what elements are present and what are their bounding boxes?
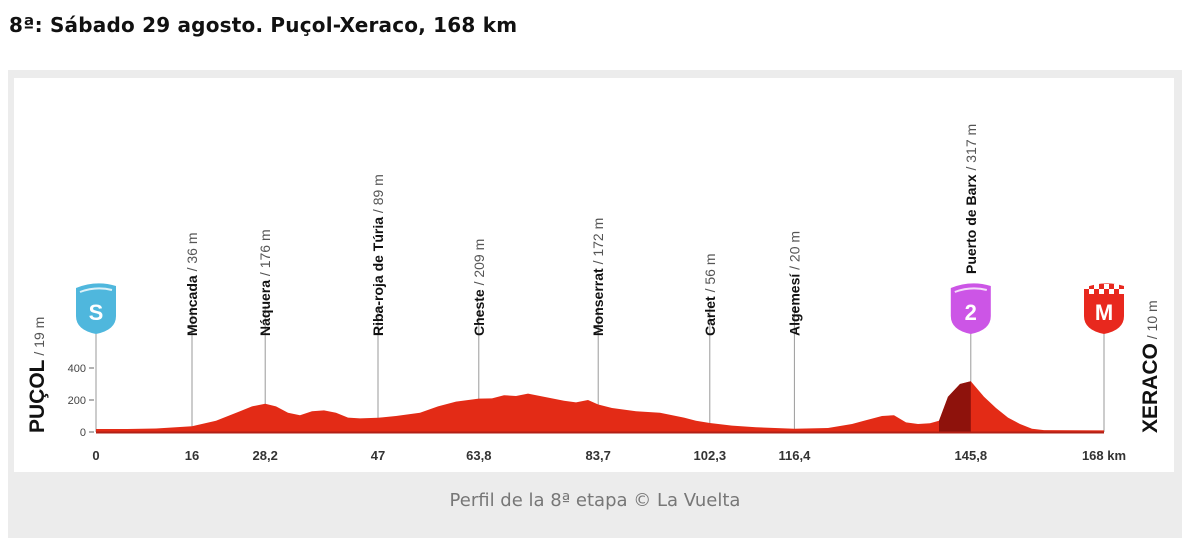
- climb-category-badge-stripe: [954, 287, 988, 293]
- checker-square: [1084, 284, 1089, 289]
- checker-square: [1094, 284, 1099, 289]
- climb-category-badge-letter: 2: [965, 300, 977, 325]
- y-tick-label: 0: [80, 427, 86, 439]
- x-tick-label: 0: [92, 448, 99, 463]
- y-tick-label: 200: [68, 395, 86, 407]
- x-tick-label: 28,2: [253, 448, 278, 463]
- waypoint-label: Moncada / 36 m: [184, 233, 200, 336]
- waypoint-label: Náquera / 176 m: [257, 229, 273, 336]
- climb-section-area: [939, 381, 971, 432]
- x-tick-label: 47: [371, 448, 385, 463]
- x-tick-label: 63,8: [466, 448, 491, 463]
- finish-badge: M: [1084, 283, 1124, 334]
- x-tick-label: 16: [185, 448, 199, 463]
- checker-square: [1114, 284, 1119, 289]
- page-title: 8ª: Sábado 29 agosto. Puçol-Xeraco, 168 …: [9, 13, 518, 37]
- waypoint-label: Algemesí / 20 m: [786, 231, 802, 336]
- climb-category-badge-shape: [950, 283, 991, 334]
- y-tick-label: 400: [68, 363, 86, 375]
- x-tick-label: 116,4: [778, 448, 811, 463]
- x-tick-label: 168 km: [1082, 448, 1126, 463]
- checker-square: [1099, 289, 1104, 294]
- start-town-label: PUÇOL / 19 m: [26, 317, 49, 433]
- climb-category-badge: 2: [950, 283, 991, 334]
- x-tick-label: 83,7: [586, 448, 611, 463]
- start-badge-letter: S: [89, 300, 104, 325]
- checker-square: [1089, 289, 1094, 294]
- checker-square: [1104, 284, 1109, 289]
- waypoint-label: Puerto de Barx / 317 m: [963, 124, 979, 274]
- x-tick-label: 145,8: [955, 448, 988, 463]
- finish-badge-letter: M: [1095, 300, 1113, 325]
- waypoint-label: Cheste / 209 m: [471, 239, 487, 336]
- start-badge-stripe: [79, 287, 113, 293]
- waypoint-label: Riba-roja de Túria / 89 m: [370, 174, 386, 336]
- start-badge-shape: [76, 283, 116, 334]
- finish-badge-shape: [1084, 283, 1124, 334]
- figure-caption: Perfil de la 8ª etapa © La Vuelta: [449, 490, 741, 511]
- waypoint-label: Carlet / 56 m: [702, 254, 718, 336]
- start-badge: S: [76, 283, 116, 334]
- finish-town-label: XERACO / 10 m: [1139, 300, 1162, 433]
- checker-square: [1109, 289, 1114, 294]
- waypoint-label: Monserrat / 172 m: [590, 218, 606, 336]
- stage-profile-chart: 0 200 400 Moncada / 36 m Náquera / 176 m Rib…: [14, 78, 1174, 472]
- checker-square: [1119, 289, 1124, 294]
- elevation-profile-area: [96, 381, 1104, 432]
- x-tick-label: 102,3: [694, 448, 727, 463]
